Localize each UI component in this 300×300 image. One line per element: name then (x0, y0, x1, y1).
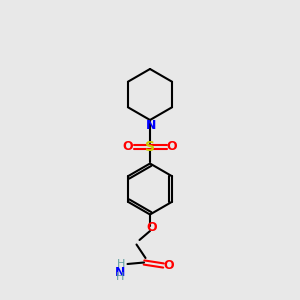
Text: O: O (167, 140, 177, 154)
Text: H: H (116, 272, 124, 283)
Text: N: N (115, 266, 125, 279)
Text: O: O (164, 259, 174, 272)
Text: O: O (123, 140, 134, 154)
Text: N: N (146, 119, 157, 132)
Text: H: H (117, 259, 125, 269)
Text: O: O (146, 221, 157, 234)
Text: S: S (145, 140, 155, 154)
